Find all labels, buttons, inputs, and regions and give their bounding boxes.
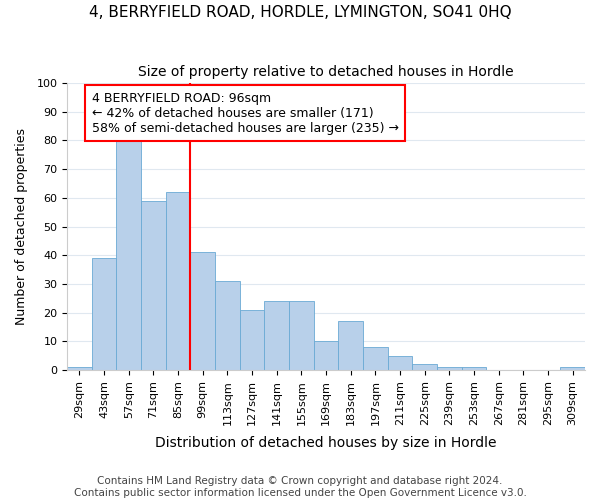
Bar (461, 368, 487, 370)
Bar (190, 252, 215, 370)
Text: 4 BERRYFIELD ROAD: 96sqm
← 42% of detached houses are smaller (171)
58% of semi-: 4 BERRYFIELD ROAD: 96sqm ← 42% of detach… (92, 92, 399, 134)
Bar (92, 258, 116, 370)
Bar (215, 281, 240, 370)
Title: Size of property relative to detached houses in Hordle: Size of property relative to detached ho… (138, 65, 514, 79)
Bar (67, 368, 92, 370)
Bar (363, 347, 388, 370)
Bar (388, 356, 412, 370)
Bar (314, 342, 338, 370)
Bar (265, 301, 289, 370)
Bar (560, 368, 585, 370)
Bar (116, 134, 141, 370)
Bar (338, 322, 363, 370)
Bar (141, 200, 166, 370)
X-axis label: Distribution of detached houses by size in Hordle: Distribution of detached houses by size … (155, 436, 497, 450)
Bar (437, 368, 461, 370)
Bar (289, 301, 314, 370)
Text: 4, BERRYFIELD ROAD, HORDLE, LYMINGTON, SO41 0HQ: 4, BERRYFIELD ROAD, HORDLE, LYMINGTON, S… (89, 5, 511, 20)
Y-axis label: Number of detached properties: Number of detached properties (15, 128, 28, 325)
Text: Contains HM Land Registry data © Crown copyright and database right 2024.
Contai: Contains HM Land Registry data © Crown c… (74, 476, 526, 498)
Bar (240, 310, 265, 370)
Bar (166, 192, 190, 370)
Bar (412, 364, 437, 370)
